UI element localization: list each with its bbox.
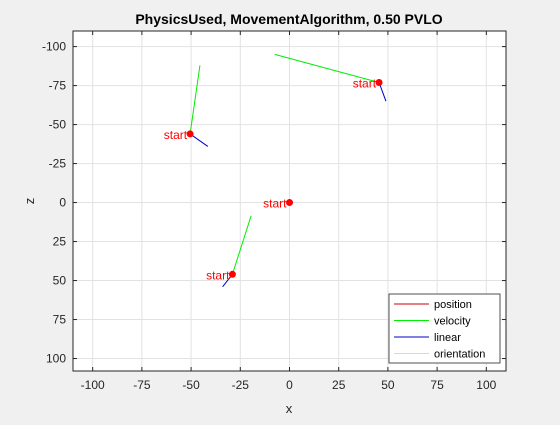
legend-label: position [434, 299, 472, 311]
y-tick-label: 0 [59, 196, 66, 210]
start-marker [228, 270, 236, 278]
legend-label: velocity [434, 316, 471, 328]
velocity-line [189, 65, 201, 135]
x-tick-label: -100 [81, 378, 105, 392]
linear-line [189, 133, 209, 147]
legend-label: linear [434, 332, 461, 344]
y-axis-label: z [22, 198, 37, 205]
x-tick-label: 100 [476, 378, 496, 392]
start-label: start [263, 197, 287, 211]
legend-label: orientation [434, 349, 485, 361]
y-tick-label: 75 [53, 313, 67, 327]
plot-area: start start start start [164, 53, 387, 288]
velocity-line [274, 53, 380, 83]
y-tick-label: 25 [53, 235, 67, 249]
x-tick-label: 25 [332, 378, 346, 392]
chart-title: PhysicsUsed, MovementAlgorithm, 0.50 PVL… [135, 11, 442, 27]
x-axis-label: x [286, 401, 293, 416]
legend: position velocity linear orientation [388, 293, 501, 364]
start-marker [186, 130, 194, 138]
y-tick-label: -50 [49, 118, 67, 132]
x-tick-label: -75 [133, 378, 151, 392]
axis-ticks: -100 -75 -50 -25 0 25 50 75 100 -100 -75 -50 -25 0 25 5… [42, 31, 506, 392]
legend-box [388, 293, 501, 364]
x-tick-label: -50 [182, 378, 200, 392]
start-marker [286, 199, 293, 207]
x-tick-label: 50 [381, 378, 395, 392]
y-tick-label: -100 [42, 40, 66, 54]
velocity-line [231, 215, 252, 275]
start-label: start [164, 128, 188, 142]
x-tick-label: 0 [286, 378, 293, 392]
x-tick-label: 75 [430, 378, 444, 392]
y-tick-label: -75 [49, 79, 67, 93]
start-label: start [206, 268, 230, 282]
start-label: start [353, 76, 377, 90]
start-marker [375, 78, 383, 86]
y-tick-label: -25 [49, 157, 67, 171]
y-tick-label: 50 [53, 274, 67, 288]
y-tick-label: 100 [46, 352, 66, 366]
x-tick-label: -25 [232, 378, 250, 392]
